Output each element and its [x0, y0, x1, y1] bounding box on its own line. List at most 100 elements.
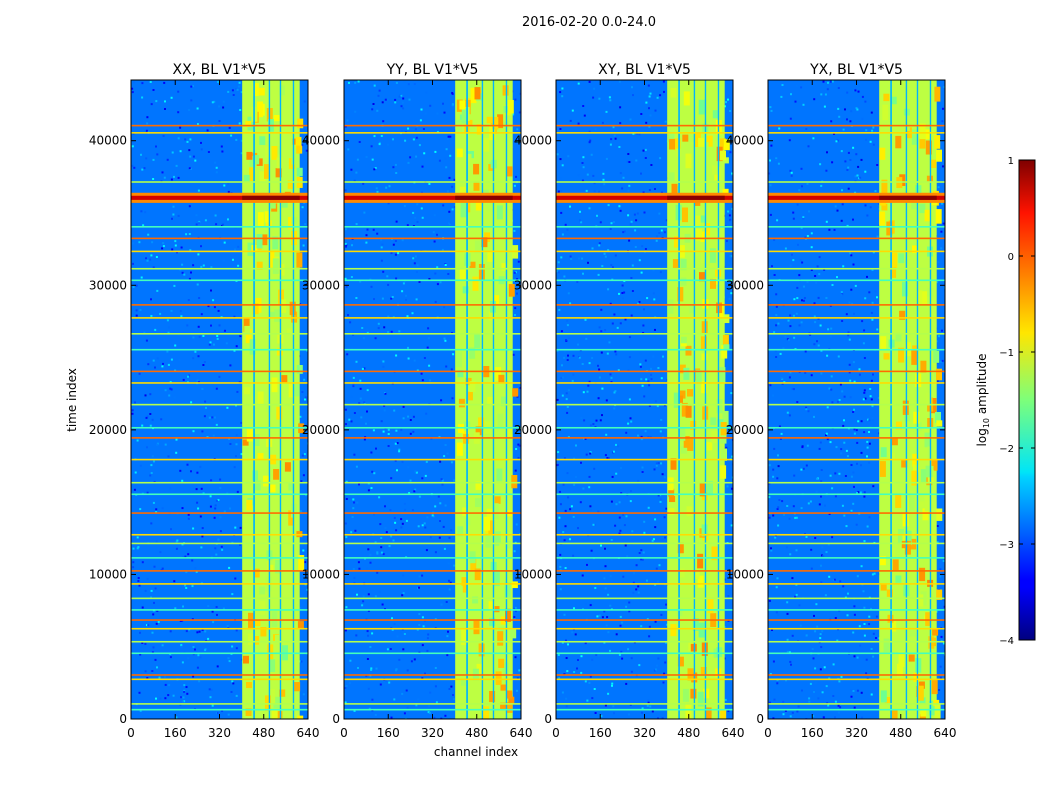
- rfi-line: [344, 652, 521, 655]
- noise-cell: [447, 562, 450, 565]
- noise-cell: [582, 487, 585, 490]
- noise-cell: [650, 378, 653, 381]
- noise-cell: [221, 225, 223, 227]
- noise-cell: [822, 555, 825, 558]
- noise-cell: [427, 337, 430, 340]
- noise-cell: [515, 523, 518, 526]
- noise-cell: [630, 220, 633, 223]
- rfi-line: [556, 267, 733, 270]
- noise-cell: [572, 354, 575, 357]
- noise-cell: [594, 712, 597, 714]
- noise-cell: [827, 704, 830, 707]
- band-cell: [247, 242, 254, 256]
- noise-cell: [217, 499, 220, 501]
- noise-cell: [829, 474, 832, 477]
- noise-cell: [561, 376, 564, 379]
- noise-cell: [207, 637, 210, 640]
- noise-cell: [620, 467, 622, 469]
- rfi-line: [131, 597, 308, 600]
- y-tick-label: 40000: [89, 134, 127, 148]
- rfi-line: [131, 458, 308, 461]
- noise-cell: [169, 630, 172, 633]
- noise-cell: [596, 615, 599, 618]
- noise-cell: [573, 671, 576, 673]
- noise-cell: [662, 80, 665, 83]
- noise-cell: [650, 373, 653, 376]
- noise-cell: [868, 291, 871, 294]
- noise-cell: [434, 667, 437, 669]
- noise-cell: [798, 324, 801, 327]
- band-cell: [259, 601, 266, 615]
- noise-cell: [408, 98, 411, 101]
- noise-cell: [559, 128, 562, 130]
- band-cell: [920, 469, 927, 484]
- y-tick-label: 40000: [514, 134, 552, 148]
- noise-cell: [606, 352, 609, 355]
- noise-cell: [631, 264, 634, 267]
- noise-cell: [446, 190, 449, 193]
- noise-cell: [792, 211, 795, 214]
- noise-cell: [150, 103, 153, 106]
- noise-cell: [444, 157, 447, 160]
- noise-cell: [586, 699, 589, 702]
- noise-cell: [817, 697, 820, 700]
- noise-cell: [844, 160, 847, 163]
- noise-cell: [569, 302, 572, 305]
- noise-cell: [229, 364, 232, 367]
- rfi-line: [131, 403, 308, 406]
- noise-cell: [305, 494, 307, 497]
- band-cell: [287, 180, 294, 189]
- noise-cell: [151, 241, 154, 244]
- noise-cell: [797, 243, 799, 246]
- band-cell: [889, 548, 896, 557]
- noise-cell: [229, 443, 232, 445]
- noise-cell: [346, 119, 349, 122]
- band-cell: [899, 310, 906, 320]
- band-cell: [461, 678, 467, 686]
- rfi-line: [556, 627, 733, 630]
- noise-cell: [861, 716, 863, 719]
- noise-cell: [366, 567, 369, 570]
- noise-cell: [160, 418, 163, 421]
- rfi-line: [768, 597, 945, 600]
- noise-cell: [816, 340, 818, 343]
- noise-cell: [187, 657, 190, 660]
- band-cell: [504, 582, 511, 598]
- rfi-line: [344, 597, 521, 600]
- noise-cell: [616, 326, 619, 329]
- noise-cell: [352, 333, 355, 336]
- noise-cell: [860, 691, 863, 694]
- noise-cell: [391, 628, 394, 631]
- noise-cell: [449, 154, 452, 157]
- noise-cell: [846, 614, 849, 617]
- noise-cell: [192, 430, 195, 433]
- noise-cell: [595, 653, 598, 656]
- noise-cell: [654, 188, 656, 190]
- band-cell: [685, 345, 692, 356]
- noise-cell: [598, 97, 601, 100]
- noise-cell: [776, 577, 779, 580]
- noise-cell: [139, 709, 142, 712]
- band-cell: [719, 367, 726, 383]
- noise-cell: [158, 676, 161, 679]
- noise-cell: [855, 107, 858, 110]
- noise-cell: [562, 483, 565, 486]
- noise-cell: [814, 321, 817, 324]
- noise-cell: [373, 472, 376, 475]
- noise-cell: [819, 637, 822, 640]
- noise-cell: [820, 93, 823, 96]
- band-cell: [281, 375, 288, 384]
- noise-cell: [169, 487, 172, 490]
- noise-cell: [835, 446, 838, 449]
- noise-cell: [192, 336, 195, 339]
- rfi-line: [556, 370, 733, 373]
- noise-cell: [355, 465, 358, 468]
- noise-cell: [164, 108, 166, 110]
- noise-cell: [769, 184, 772, 187]
- noise-cell: [614, 350, 617, 353]
- noise-cell: [630, 670, 633, 673]
- noise-cell: [421, 574, 424, 577]
- band-cell: [931, 460, 938, 471]
- noise-cell: [305, 149, 308, 152]
- noise-cell: [657, 494, 660, 497]
